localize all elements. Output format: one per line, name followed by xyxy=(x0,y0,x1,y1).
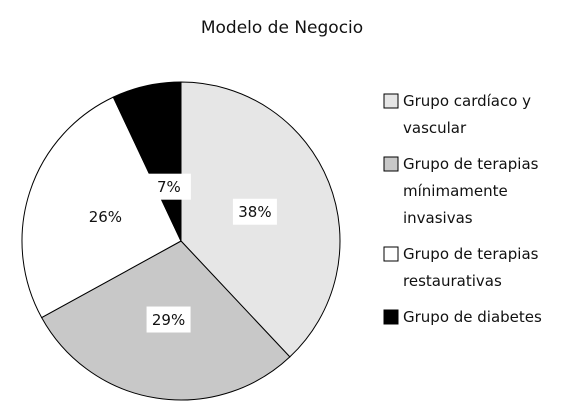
legend-label-line: Grupo de diabetes xyxy=(403,308,542,326)
pie-slice xyxy=(112,81,182,242)
value-label: 29% xyxy=(152,311,185,329)
chart-title: Modelo de Negocio xyxy=(201,18,363,38)
value-label-box xyxy=(146,306,191,333)
legend-label: Grupo cardíaco y vascular xyxy=(403,92,536,137)
legend-swatch xyxy=(383,156,399,172)
legend-label-line: mínimamente xyxy=(403,182,512,200)
legend-label-line: Grupo de terapias xyxy=(403,155,543,173)
value-label: 26% xyxy=(89,208,122,226)
legend-label-line: vascular xyxy=(403,119,467,137)
legend-swatch xyxy=(383,246,399,262)
value-label-box xyxy=(83,203,128,230)
value-label-box xyxy=(232,198,277,225)
legend-swatch xyxy=(383,309,399,325)
legend-label: Grupo de terapias restaurativas xyxy=(403,245,543,290)
legend-label: Grupo de terapias mínimamente invasivas xyxy=(403,155,543,227)
legend-label: Grupo de diabetes xyxy=(403,308,542,326)
legend-label-line: restaurativas xyxy=(403,272,502,290)
legend-label-line: invasivas xyxy=(403,209,473,227)
legend-label-line: Grupo cardíaco y xyxy=(403,92,536,110)
value-label-box xyxy=(146,173,191,200)
legend-label-line: Grupo de terapias xyxy=(403,245,543,263)
value-label: 38% xyxy=(238,203,271,221)
value-label: 7% xyxy=(157,178,181,196)
legend-swatch xyxy=(383,93,399,109)
